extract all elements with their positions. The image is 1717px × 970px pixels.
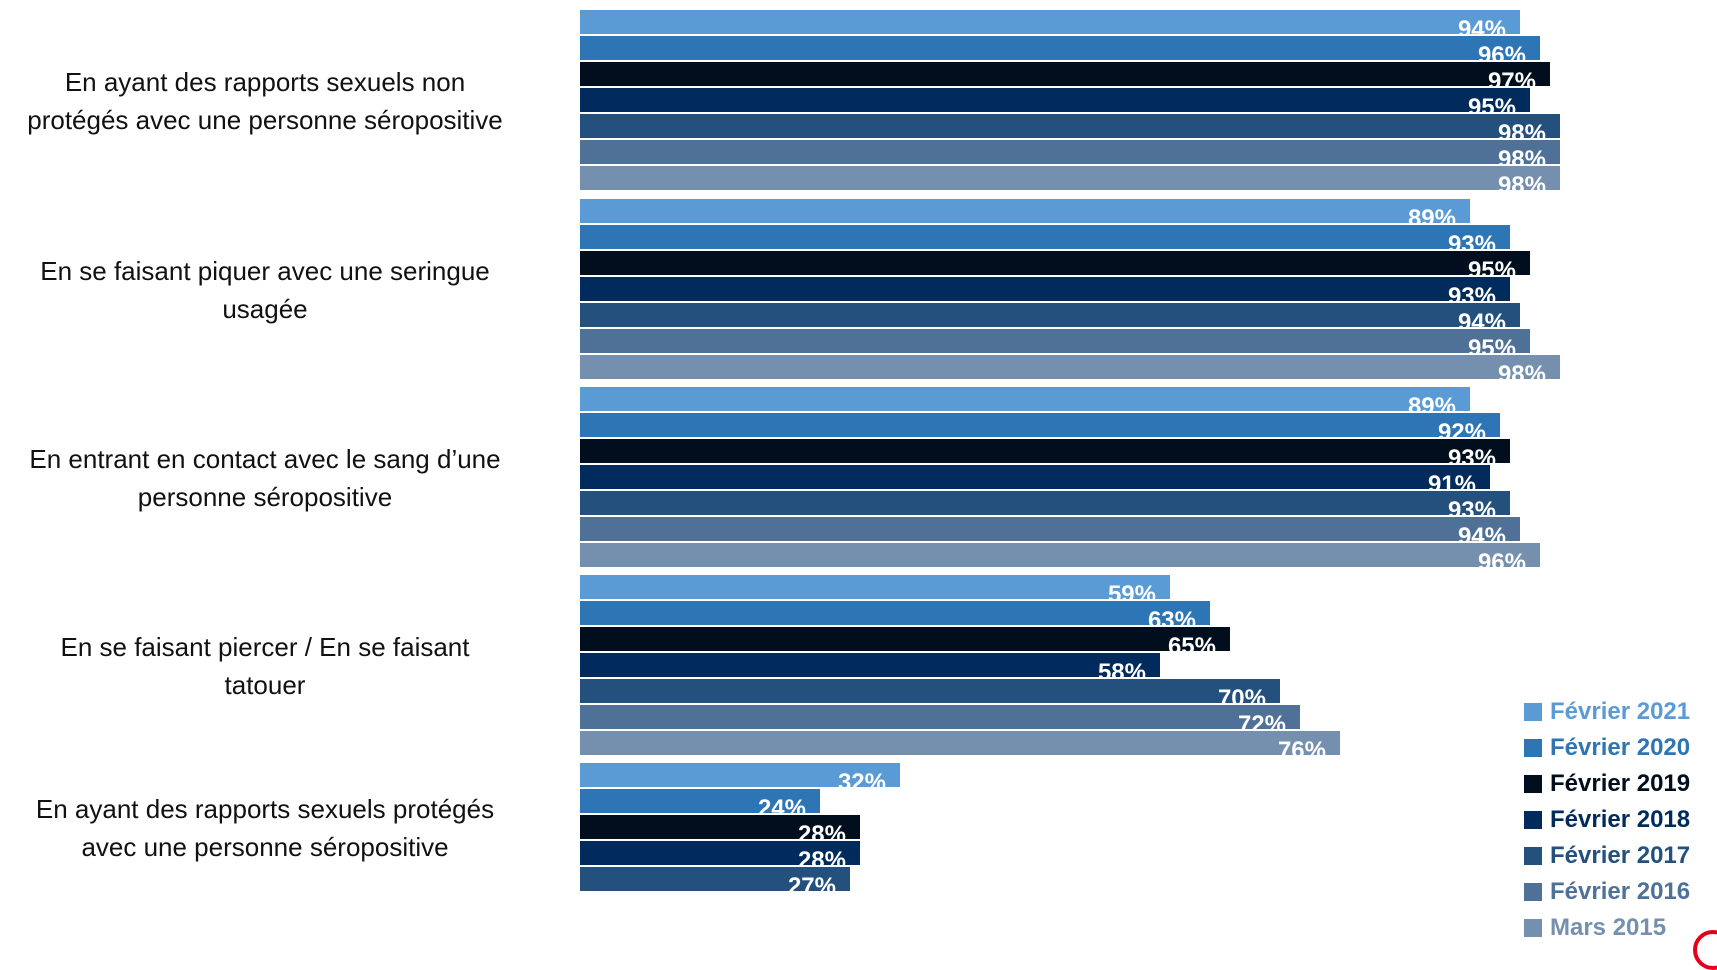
category-label-line: personne séropositive <box>137 482 393 512</box>
bar <box>580 114 1560 138</box>
data-label: 96% <box>1477 549 1526 576</box>
category-label-line: protégés avec une personne séropositive <box>27 105 503 135</box>
legend-item: Février 2019 <box>1524 766 1690 802</box>
category-label: En se faisant piquer avec une seringue us… <box>0 252 545 328</box>
legend-swatch <box>1524 739 1542 757</box>
bar <box>580 867 850 891</box>
bar <box>580 543 1540 567</box>
bar <box>580 517 1520 541</box>
data-label: 32% <box>837 769 886 796</box>
legend-label: Février 2019 <box>1550 770 1691 797</box>
bar <box>580 439 1510 463</box>
bar <box>580 199 1470 223</box>
legend-label: Février 2021 <box>1550 698 1691 725</box>
category-label-line: En entrant en contact avec le sang d’une <box>29 444 501 474</box>
bar <box>580 225 1510 249</box>
bar <box>580 705 1300 729</box>
bar <box>580 277 1510 301</box>
bar <box>580 763 900 787</box>
bar <box>580 575 1170 599</box>
legend-item: Février 2018 <box>1524 802 1690 838</box>
category-label: En ayant des rapports sexuels protégés av… <box>0 790 545 866</box>
data-label: 76% <box>1277 737 1326 764</box>
legend-label: Février 2018 <box>1550 806 1691 833</box>
bar <box>580 815 860 839</box>
category-label-line: tatouer <box>224 670 306 700</box>
bar <box>580 413 1500 437</box>
legend-swatch <box>1524 775 1542 793</box>
legend-item: Février 2017 <box>1524 838 1690 874</box>
bar <box>580 36 1540 60</box>
category-label: En ayant des rapports sexuels non protégé… <box>0 63 545 139</box>
bar <box>580 329 1530 353</box>
bar <box>580 627 1230 651</box>
category-label-line: En ayant des rapports sexuels non <box>64 67 466 97</box>
bar <box>580 62 1550 86</box>
bar <box>580 303 1520 327</box>
legend-label: Février 2017 <box>1550 842 1691 869</box>
data-label: 98% <box>1497 172 1546 199</box>
bar <box>580 465 1490 489</box>
category-label-line: En se faisant piercer / En se faisant <box>60 632 470 662</box>
legend-swatch <box>1524 703 1542 721</box>
bar <box>580 601 1210 625</box>
bar <box>580 10 1520 34</box>
category-label-line: En ayant des rapports sexuels protégés <box>35 794 495 824</box>
legend: Février 2021 Février 2020 Février 2019 Févr… <box>1524 694 1690 946</box>
legend-label: Février 2020 <box>1550 734 1691 761</box>
legend-swatch <box>1524 811 1542 829</box>
bar <box>580 653 1160 677</box>
data-label: 27% <box>787 873 836 900</box>
legend-swatch <box>1524 847 1542 865</box>
legend-item: Février 2016 <box>1524 874 1690 910</box>
legend-swatch <box>1524 919 1542 937</box>
legend-item: Février 2021 <box>1524 694 1690 730</box>
category-label: En entrant en contact avec le sang d’une… <box>0 440 545 516</box>
legend-item: Mars 2015 <box>1524 910 1690 946</box>
category-label-line: usagée <box>222 294 308 324</box>
bar <box>580 251 1530 275</box>
data-label: 65% <box>1167 633 1216 660</box>
bar <box>580 355 1560 379</box>
bar <box>580 679 1280 703</box>
bar <box>580 731 1340 755</box>
bar <box>580 88 1530 112</box>
bar <box>580 387 1470 411</box>
bar <box>580 166 1560 190</box>
bar <box>580 491 1510 515</box>
legend-swatch <box>1524 883 1542 901</box>
legend-label: Février 2016 <box>1550 878 1691 905</box>
legend-item: Février 2020 <box>1524 730 1690 766</box>
category-label-line: En se faisant piquer avec une seringue <box>40 256 490 286</box>
bar <box>580 140 1560 164</box>
legend-label: Mars 2015 <box>1550 914 1667 941</box>
data-label: 98% <box>1497 361 1546 388</box>
category-label: En se faisant piercer / En se faisant tat… <box>0 628 545 704</box>
bar <box>580 789 820 813</box>
category-label-line: avec une personne séropositive <box>81 832 449 862</box>
bar <box>580 841 860 865</box>
